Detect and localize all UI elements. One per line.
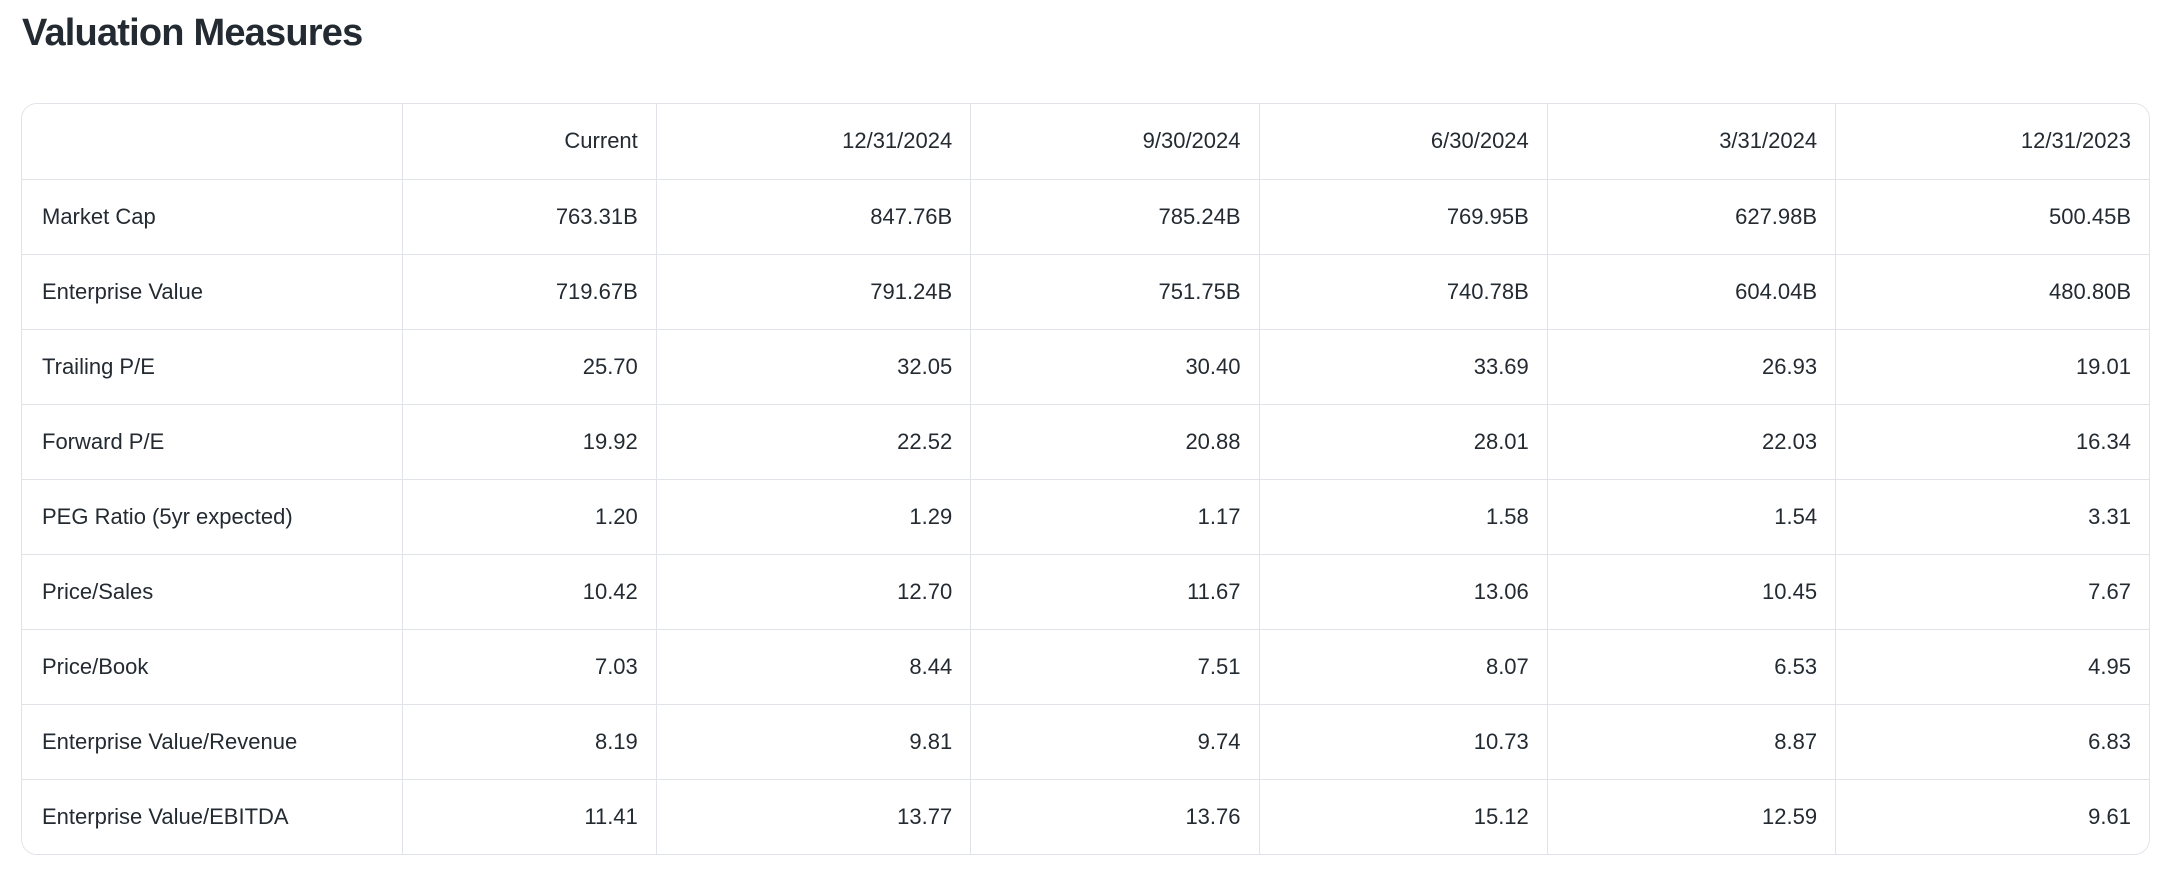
cell-value: 20.88: [970, 403, 1259, 479]
table-row: Forward P/E 19.92 22.52 20.88 28.01 22.0…: [22, 403, 2149, 479]
header-row: Current 12/31/2024 9/30/2024 6/30/2024 3…: [22, 104, 2149, 179]
column-header-date-4: 3/31/2024: [1546, 104, 1836, 179]
column-header-date-5: 12/31/2023: [1835, 104, 2149, 179]
cell-value: 7.67: [1835, 553, 2149, 629]
table-row: Trailing P/E 25.70 32.05 30.40 33.69 26.…: [22, 328, 2149, 404]
cell-value: 847.76B: [655, 178, 971, 254]
column-header-date-2: 9/30/2024: [970, 104, 1259, 179]
column-header-current: Current: [401, 104, 657, 179]
row-label: PEG Ratio (5yr expected): [22, 478, 402, 554]
column-header-date-3: 6/30/2024: [1258, 104, 1548, 179]
cell-value: 19.01: [1835, 328, 2149, 404]
table-row: Enterprise Value/Revenue 8.19 9.81 9.74 …: [22, 703, 2149, 779]
cell-value: 15.12: [1258, 778, 1548, 854]
cell-value: 10.73: [1258, 703, 1548, 779]
cell-value: 13.77: [655, 778, 971, 854]
cell-value: 791.24B: [655, 253, 971, 329]
cell-value: 1.17: [970, 478, 1259, 554]
cell-value: 6.53: [1546, 628, 1836, 704]
cell-value: 12.70: [655, 553, 971, 629]
cell-value: 751.75B: [970, 253, 1259, 329]
cell-value: 740.78B: [1258, 253, 1548, 329]
cell-value: 627.98B: [1546, 178, 1836, 254]
cell-value: 1.29: [655, 478, 971, 554]
cell-value: 26.93: [1546, 328, 1836, 404]
cell-value: 11.41: [401, 778, 657, 854]
cell-value: 500.45B: [1835, 178, 2149, 254]
cell-value: 480.80B: [1835, 253, 2149, 329]
cell-value: 1.20: [401, 478, 657, 554]
row-label: Enterprise Value: [22, 253, 402, 329]
cell-value: 10.45: [1546, 553, 1836, 629]
table-row: Price/Sales 10.42 12.70 11.67 13.06 10.4…: [22, 553, 2149, 629]
table-row: Price/Book 7.03 8.44 7.51 8.07 6.53 4.95: [22, 628, 2149, 704]
cell-value: 769.95B: [1258, 178, 1548, 254]
cell-value: 13.06: [1258, 553, 1548, 629]
cell-value: 9.81: [655, 703, 971, 779]
cell-value: 7.51: [970, 628, 1259, 704]
cell-value: 22.03: [1546, 403, 1836, 479]
cell-value: 12.59: [1546, 778, 1836, 854]
row-label: Trailing P/E: [22, 328, 402, 404]
cell-value: 6.83: [1835, 703, 2149, 779]
cell-value: 785.24B: [970, 178, 1259, 254]
cell-value: 604.04B: [1546, 253, 1836, 329]
cell-value: 3.31: [1835, 478, 2149, 554]
cell-value: 30.40: [970, 328, 1259, 404]
row-label: Forward P/E: [22, 403, 402, 479]
cell-value: 8.07: [1258, 628, 1548, 704]
cell-value: 9.61: [1835, 778, 2149, 854]
cell-value: 25.70: [401, 328, 657, 404]
valuation-measures-card: Current 12/31/2024 9/30/2024 6/30/2024 3…: [21, 103, 2150, 855]
cell-value: 13.76: [970, 778, 1259, 854]
cell-value: 11.67: [970, 553, 1259, 629]
row-label: Enterprise Value/Revenue: [22, 703, 402, 779]
cell-value: 8.19: [401, 703, 657, 779]
cell-value: 763.31B: [401, 178, 657, 254]
cell-value: 9.74: [970, 703, 1259, 779]
row-label: Price/Sales: [22, 553, 402, 629]
cell-value: 19.92: [401, 403, 657, 479]
row-label: Market Cap: [22, 178, 402, 254]
row-label: Price/Book: [22, 628, 402, 704]
cell-value: 22.52: [655, 403, 971, 479]
table-row: PEG Ratio (5yr expected) 1.20 1.29 1.17 …: [22, 478, 2149, 554]
table-row: Enterprise Value/EBITDA 11.41 13.77 13.7…: [22, 778, 2149, 854]
cell-value: 16.34: [1835, 403, 2149, 479]
page-title: Valuation Measures: [22, 12, 363, 54]
column-header-date-1: 12/31/2024: [655, 104, 971, 179]
cell-value: 7.03: [401, 628, 657, 704]
cell-value: 1.58: [1258, 478, 1548, 554]
cell-value: 719.67B: [401, 253, 657, 329]
cell-value: 33.69: [1258, 328, 1548, 404]
row-label: Enterprise Value/EBITDA: [22, 778, 402, 854]
cell-value: 8.87: [1546, 703, 1836, 779]
column-header-blank: [22, 104, 402, 179]
table-row: Enterprise Value 719.67B 791.24B 751.75B…: [22, 253, 2149, 329]
cell-value: 8.44: [655, 628, 971, 704]
cell-value: 1.54: [1546, 478, 1836, 554]
cell-value: 10.42: [401, 553, 657, 629]
table-row: Market Cap 763.31B 847.76B 785.24B 769.9…: [22, 178, 2149, 254]
cell-value: 4.95: [1835, 628, 2149, 704]
valuation-measures-table: Current 12/31/2024 9/30/2024 6/30/2024 3…: [22, 104, 2149, 854]
cell-value: 28.01: [1258, 403, 1548, 479]
cell-value: 32.05: [655, 328, 971, 404]
